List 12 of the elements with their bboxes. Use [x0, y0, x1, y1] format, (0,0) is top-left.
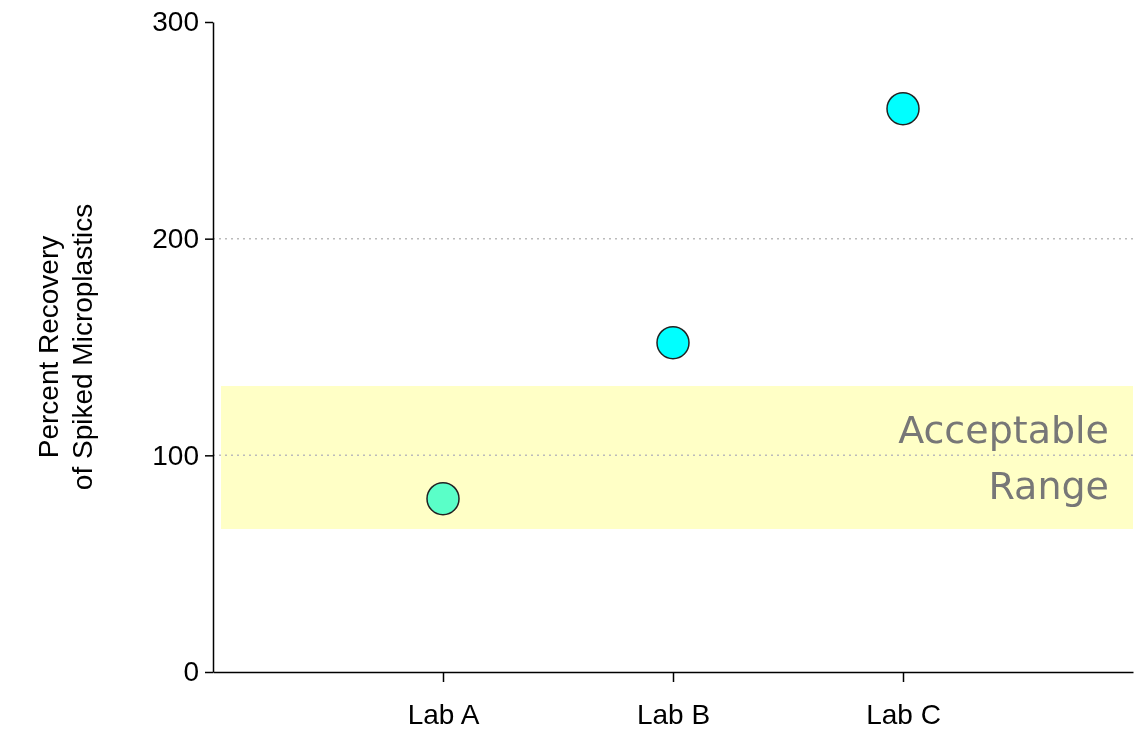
y-tick-label: 200 — [152, 223, 199, 255]
point — [886, 91, 920, 126]
y-tick-label: 100 — [152, 439, 199, 471]
point — [426, 481, 460, 516]
y-tick-label: 0 — [183, 656, 199, 688]
x-tick-label: Lab C — [866, 698, 941, 730]
point — [656, 325, 690, 360]
band-label: Acceptable Range — [898, 407, 1109, 508]
y-tick-label: 300 — [152, 6, 199, 38]
x-tick-label: Lab B — [636, 698, 711, 730]
x-tick-label: Lab A — [407, 698, 480, 730]
y-axis-title: Percent Recovery of Spiked Microplastics — [33, 203, 98, 491]
